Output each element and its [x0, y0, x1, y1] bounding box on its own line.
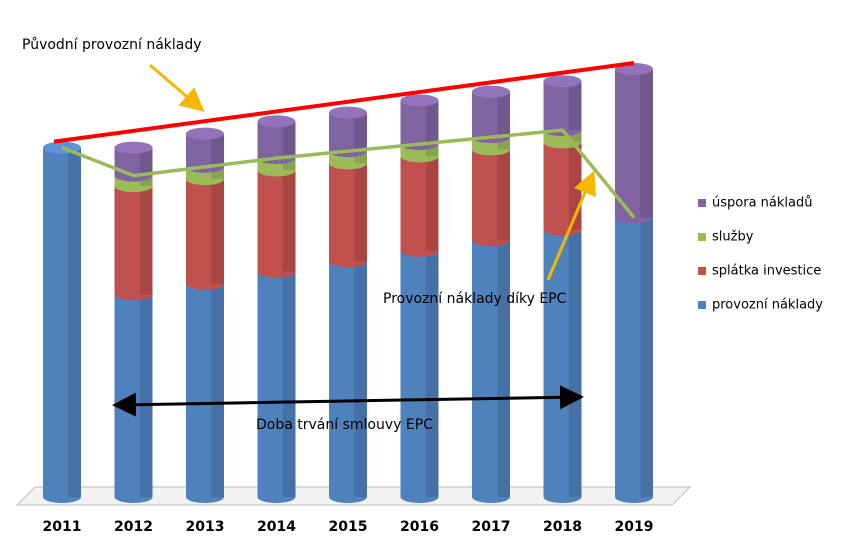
cylinder-shade — [568, 81, 582, 131]
cylinder-shade — [282, 170, 296, 272]
cylinder-top — [329, 106, 367, 119]
legend-swatch — [698, 233, 706, 241]
cylinder-top — [114, 141, 153, 154]
legend-label: provozní náklady — [712, 298, 823, 313]
legend-swatch — [698, 199, 706, 207]
cylinder-shade — [139, 175, 153, 187]
annotation: Provozní náklady díky EPC — [383, 291, 567, 307]
bar-segment — [186, 173, 224, 290]
cylinder-shade — [139, 147, 153, 176]
x-tick-label: 2016 — [400, 519, 439, 535]
cylinder-shade — [425, 250, 439, 497]
cylinder-shade — [282, 271, 296, 497]
legend-swatch — [698, 301, 706, 309]
legend-label: úspora nákladů — [712, 196, 812, 211]
bar-segment — [400, 94, 439, 151]
cylinder-shade — [354, 163, 367, 262]
bar-segment — [329, 106, 367, 158]
legend-label: splátka investice — [712, 264, 821, 279]
cylinder-shade — [211, 283, 224, 497]
legend-swatch — [698, 267, 706, 275]
cylinder-top — [400, 94, 439, 107]
x-tick-label: 2019 — [615, 519, 654, 535]
cylinder-shade — [282, 121, 296, 159]
x-tick-label: 2014 — [257, 519, 296, 535]
bar-segment — [329, 255, 367, 503]
x-tick-label: 2015 — [329, 519, 368, 535]
bar-segment — [615, 211, 653, 503]
bar-segment — [43, 141, 81, 503]
cylinder-shade — [425, 100, 439, 145]
bar-segment — [400, 150, 439, 257]
cylinder-top — [186, 127, 224, 140]
bar-segment — [543, 75, 582, 137]
original-cost-line — [53, 61, 635, 144]
cylinder-shade — [139, 294, 153, 497]
cylinder-shade — [497, 149, 510, 241]
cylinder-top — [543, 75, 582, 88]
x-tick-label: 2017 — [472, 519, 511, 535]
x-tick-label: 2018 — [543, 519, 582, 535]
cylinder-shade — [211, 133, 224, 167]
bar-segment — [114, 180, 153, 301]
bar-segment — [186, 127, 224, 173]
bar-segment — [186, 277, 224, 503]
cylinder-shade — [568, 229, 582, 497]
cylinder-shade — [139, 186, 153, 295]
x-tick-label: 2012 — [114, 519, 153, 535]
bar-segment — [543, 223, 582, 503]
arrow — [149, 63, 205, 112]
bar-segment — [472, 143, 510, 247]
cylinder-shade — [640, 217, 653, 497]
x-tick-label: 2011 — [43, 519, 82, 535]
arrow — [546, 170, 597, 281]
bar-segment — [543, 136, 582, 236]
cylinder-shade — [354, 261, 367, 497]
annotation: Původní provozní náklady — [22, 37, 202, 53]
cylinder-shade — [354, 112, 367, 152]
epc-cost-line — [61, 128, 636, 219]
cylinder-shade — [68, 147, 81, 497]
cylinder-top — [257, 115, 296, 128]
bar-segment — [257, 164, 296, 278]
bar-segment — [472, 234, 510, 503]
arrow — [112, 385, 584, 417]
cylinder-shade — [497, 240, 510, 497]
bar-segment — [257, 265, 296, 503]
bar-segment — [114, 288, 153, 503]
cylinder-shade — [211, 179, 224, 284]
legend-label: služby — [712, 230, 754, 245]
annotation: Doba trvání smlouvy EPC — [256, 417, 433, 433]
x-tick-label: 2013 — [186, 519, 225, 535]
cylinder-shade — [640, 69, 653, 218]
bar-segment — [400, 244, 439, 503]
cylinder-shade — [497, 91, 510, 138]
bar-segment — [257, 115, 296, 165]
bar-segment — [472, 85, 510, 144]
cylinder-shade — [425, 156, 439, 251]
bar-segment — [329, 157, 367, 268]
cylinder-top — [472, 85, 510, 98]
